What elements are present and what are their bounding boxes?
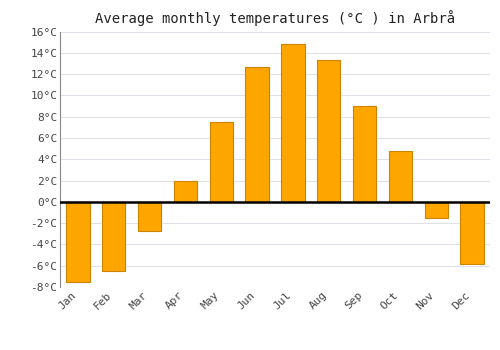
Bar bbox=[389, 151, 412, 202]
Bar bbox=[460, 202, 483, 264]
Bar bbox=[174, 181, 197, 202]
Bar bbox=[282, 44, 304, 202]
Bar bbox=[353, 106, 376, 202]
Title: Average monthly temperatures (°C ) in Arbrå: Average monthly temperatures (°C ) in Ar… bbox=[95, 10, 455, 26]
Bar bbox=[66, 202, 90, 282]
Bar bbox=[138, 202, 161, 231]
Bar bbox=[210, 122, 233, 202]
Bar bbox=[246, 66, 268, 202]
Bar bbox=[317, 60, 340, 202]
Bar bbox=[102, 202, 126, 271]
Bar bbox=[424, 202, 448, 218]
